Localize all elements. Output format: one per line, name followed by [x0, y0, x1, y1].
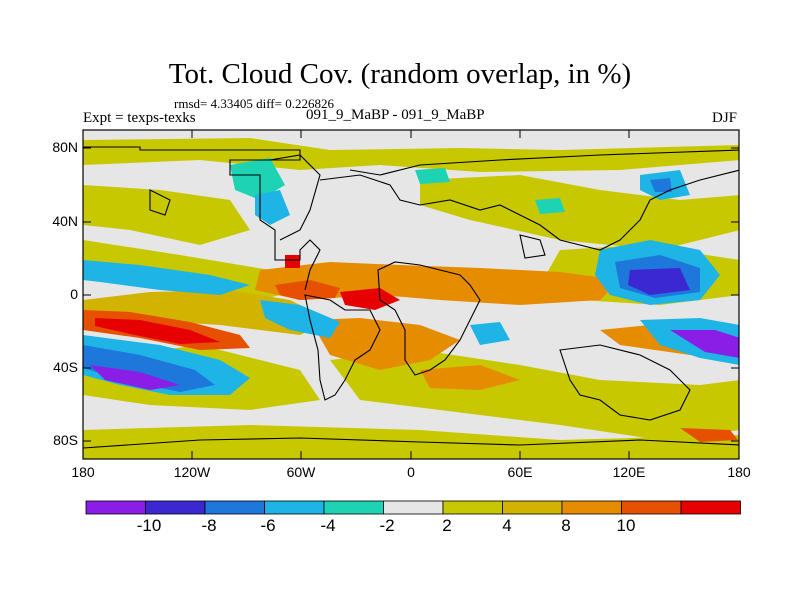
- contour-region: [340, 288, 400, 310]
- contour-region: [535, 198, 565, 214]
- colorbar-swatch: [204, 500, 265, 515]
- contour-region: [255, 190, 290, 225]
- contour-region: [230, 158, 285, 200]
- colorbar: [85, 500, 741, 515]
- colorbar-swatch: [680, 500, 741, 515]
- contour-region: [420, 365, 520, 390]
- colorbar-swatch: [561, 500, 622, 515]
- contour-region: [83, 185, 250, 245]
- contour-region: [470, 322, 510, 345]
- lat-tick-label: 0: [70, 286, 78, 302]
- contour-region: [285, 255, 300, 268]
- lon-tick-label: 0: [407, 464, 415, 480]
- colorbar-label: -10: [136, 516, 162, 535]
- contour-region: [83, 345, 215, 392]
- colorbar-swatch: [85, 500, 146, 515]
- colorbar-label: -8: [201, 516, 217, 535]
- colorbar-swatch: [323, 500, 384, 515]
- contour-region: [310, 318, 460, 370]
- contour-region: [680, 428, 738, 442]
- contour-region: [95, 318, 220, 344]
- colorbar-swatch: [383, 500, 444, 515]
- colorbar-swatch: [621, 500, 682, 515]
- contour-region: [275, 280, 340, 300]
- colorbar-swatch: [264, 500, 325, 515]
- colorbar-swatch: [442, 500, 503, 515]
- contour-region: [670, 330, 739, 358]
- contour-region: [90, 365, 180, 390]
- map-title: Tot. Cloud Cov. (random overlap, in %): [168, 58, 632, 90]
- colorbar-label: 4: [502, 516, 512, 535]
- run-comparison-label: 091_9_MaBP - 091_9_MaBP: [306, 107, 485, 123]
- contour-region: [628, 268, 690, 295]
- contour-region: [83, 260, 250, 295]
- colorbar-label: -6: [260, 516, 276, 535]
- lon-tick-label: 120E: [612, 464, 646, 480]
- rmsd-diff-stats: rmsd= 4.33405 diff= 0.226826: [174, 96, 334, 111]
- lon-tick-label: 60E: [507, 464, 533, 480]
- lat-tick-label: 40N: [52, 213, 78, 229]
- colorbar-label: 10: [616, 516, 636, 535]
- lat-tick-label: 80S: [53, 432, 78, 448]
- season-label: DJF: [712, 110, 738, 126]
- contour-region: [260, 300, 340, 338]
- land-outline: [83, 146, 739, 449]
- lat-tick-label: 80N: [52, 139, 78, 155]
- colorbar-label: -2: [379, 516, 395, 535]
- lon-tick-label: 60W: [286, 464, 316, 480]
- lon-tick-label: 180: [71, 464, 95, 480]
- lon-tick-label: 120W: [173, 464, 211, 480]
- lat-tick-label: 40S: [53, 359, 78, 375]
- tick-marks: [83, 130, 739, 459]
- colorbar-label: 2: [442, 516, 452, 535]
- contour-region: [650, 178, 672, 192]
- colorbar-swatch: [502, 500, 563, 515]
- lon-tick-label: 180: [727, 464, 751, 480]
- contour-region: [415, 168, 450, 184]
- colorbar-label: 8: [561, 516, 571, 535]
- colorbar-swatch: [145, 500, 206, 515]
- colorbar-label: -4: [320, 516, 336, 535]
- experiment-label: Expt = texps-texks: [83, 110, 196, 126]
- contour-region: [420, 175, 739, 250]
